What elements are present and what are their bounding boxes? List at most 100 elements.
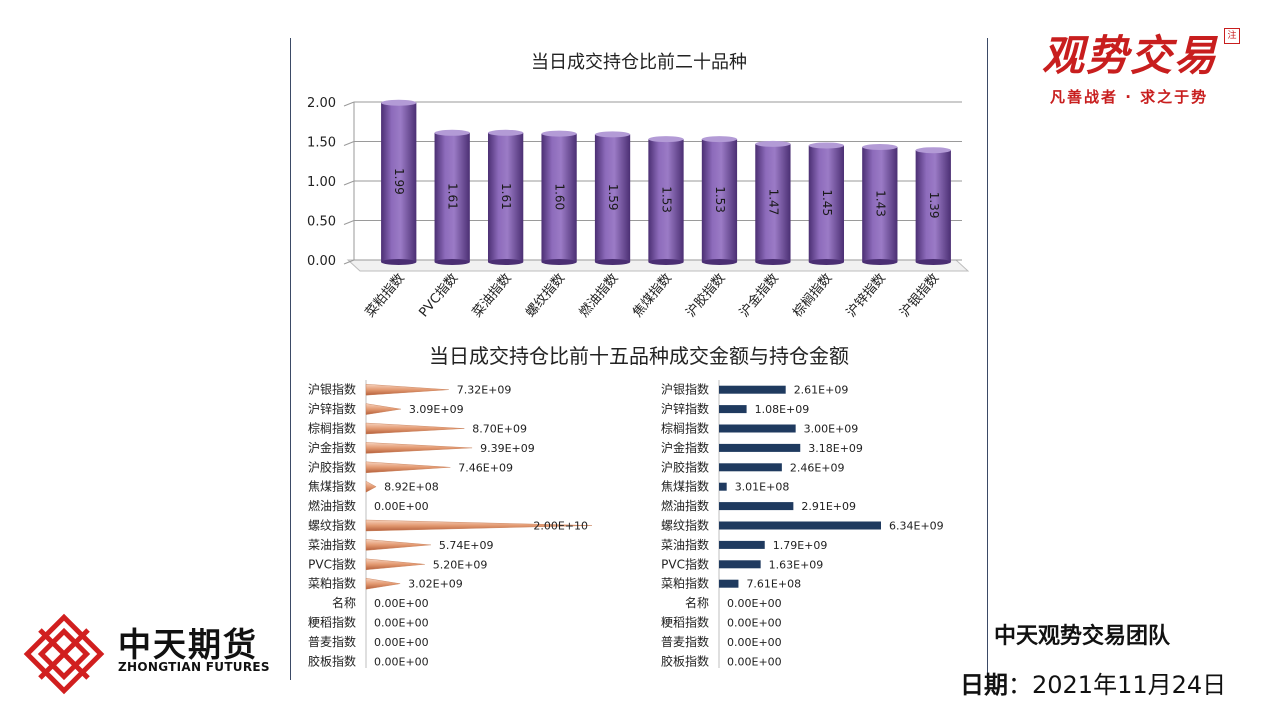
bar-data-label: 0.00E+00	[374, 597, 429, 610]
x-tick-label: 螺纹指数	[523, 271, 568, 320]
date-label: 日期	[960, 671, 1008, 699]
x-tick-label: 沪胶指数	[683, 270, 729, 320]
bar-base	[381, 259, 417, 265]
bar-data-label: 1.63E+09	[769, 558, 824, 571]
bar-data-label: 0.00E+00	[374, 500, 429, 513]
company-name-en: ZHONGTIAN FUTURES	[118, 660, 270, 674]
category-label: 沪胶指数	[661, 459, 709, 474]
top-column-chart: 当日成交持仓比前二十品种 1.99 1.61 1.61 1.60 1.59 1.53 1.5…	[307, 52, 970, 320]
category-label: 菜油指数	[661, 537, 709, 552]
bar-top	[541, 130, 577, 137]
date-separator: ：	[1008, 671, 1032, 699]
bar-data-label: 2.61E+09	[794, 384, 849, 397]
category-label: 胶板指数	[308, 653, 356, 668]
bar-data-label: 2.46E+09	[790, 461, 845, 474]
cone-bar	[365, 558, 425, 571]
bar: 1.53	[701, 136, 738, 265]
bar-body	[381, 102, 417, 262]
bar-data-label: 2.00E+10	[533, 520, 588, 533]
bar	[719, 463, 782, 472]
category-label: PVC指数	[308, 556, 356, 571]
category-label: 焦煤指数	[661, 479, 709, 494]
bar-body	[434, 132, 470, 262]
bar-base	[594, 259, 631, 265]
x-tick-label: 菜油指数	[470, 271, 515, 320]
category-label: 名称	[685, 595, 709, 610]
bar-data-label: 3.01E+08	[735, 481, 790, 494]
y-tick-label: 1.00	[307, 175, 336, 190]
brand-slogan: 凡善战者 · 求之于势	[1050, 88, 1209, 106]
bar-data-label: 7.61E+08	[746, 578, 801, 591]
bar-top	[434, 129, 470, 136]
bar-data-label: 8.70E+09	[472, 423, 527, 436]
bar-data-label: 1.53	[713, 186, 727, 213]
bar: 1.59	[594, 131, 631, 265]
bar	[719, 560, 761, 569]
bar-data-label: 3.18E+09	[808, 442, 863, 455]
brand-seal: 注	[1224, 28, 1240, 44]
bar-data-label: 0.00E+00	[374, 636, 429, 649]
bar-data-label: 1.53	[660, 186, 674, 213]
x-tick-label: 沪金指数	[736, 270, 782, 320]
bar-data-label: 3.02E+09	[408, 578, 463, 591]
bar	[719, 424, 796, 433]
bar-data-label: 0.00E+00	[727, 636, 782, 649]
bar-data-label: 1.08E+09	[755, 403, 810, 416]
bar-data-label: 1.79E+09	[773, 539, 828, 552]
cone-bar	[365, 480, 377, 493]
bar-data-label: 1.59	[606, 184, 620, 211]
cone-bar	[365, 442, 473, 454]
y-tick-label: 2.00	[307, 96, 336, 111]
bar: 1.53	[648, 136, 684, 265]
y-tick-label: 0.50	[307, 215, 336, 230]
cone-bar	[365, 383, 449, 396]
bar-top	[862, 144, 898, 151]
company-name-cn: 中天期货	[118, 625, 258, 664]
category-label: 普麦指数	[661, 634, 709, 649]
chart-title: 当日成交持仓比前二十品种	[531, 52, 747, 73]
bar: 1.45	[808, 142, 845, 265]
bar-body	[755, 143, 791, 262]
bar-data-label: 0.00E+00	[727, 617, 782, 630]
company-mark-icon	[23, 613, 105, 695]
bar: 1.61	[434, 129, 470, 265]
left-divider	[290, 38, 291, 680]
bar-base	[648, 259, 684, 265]
bar-top	[915, 147, 951, 154]
x-tick-label: 菜粕指数	[363, 271, 408, 320]
bar-data-label: 1.39	[927, 192, 941, 219]
category-label: 焦煤指数	[308, 479, 356, 494]
bar-top	[701, 136, 738, 143]
y-tick-label: 1.50	[307, 136, 336, 151]
category-label: 粳稻指数	[661, 615, 709, 630]
cone-bar	[365, 519, 593, 532]
bar-data-label: 1.61	[499, 183, 513, 210]
bar-data-label: 0.00E+00	[727, 655, 782, 668]
category-label: 沪胶指数	[308, 459, 356, 474]
date-line: 日期：2021年11月24日	[960, 665, 1226, 700]
bar: 1.47	[755, 140, 791, 265]
position-amount-chart: 沪银指数 2.61E+09 沪锌指数 1.08E+09 棕榈指数 3.00E+09 沪金指数…	[661, 380, 944, 668]
bar: 1.43	[862, 144, 898, 265]
category-label: 棕榈指数	[661, 421, 709, 436]
bar	[719, 521, 881, 530]
bar	[719, 443, 801, 452]
category-label: 沪锌指数	[661, 401, 709, 416]
gridline-depth	[343, 101, 355, 107]
bar-base	[701, 259, 738, 265]
company-logo: 中天期货 ZHONGTIAN FUTURES	[22, 610, 282, 700]
category-label: 菜粕指数	[661, 576, 709, 591]
bar-body	[487, 132, 524, 262]
bar	[719, 405, 747, 414]
bar-top	[755, 140, 791, 147]
team-name: 中天观势交易团队	[994, 624, 1171, 649]
bar-data-label: 5.74E+09	[439, 539, 494, 552]
gridline-depth	[343, 220, 355, 225]
bar-data-label: 1.60	[553, 183, 567, 210]
bar-top	[381, 99, 417, 106]
bar-body	[594, 134, 631, 262]
category-label: 菜油指数	[308, 537, 356, 552]
category-label: 名称	[332, 595, 356, 610]
bar-body	[541, 133, 577, 262]
category-label: 胶板指数	[661, 653, 709, 668]
